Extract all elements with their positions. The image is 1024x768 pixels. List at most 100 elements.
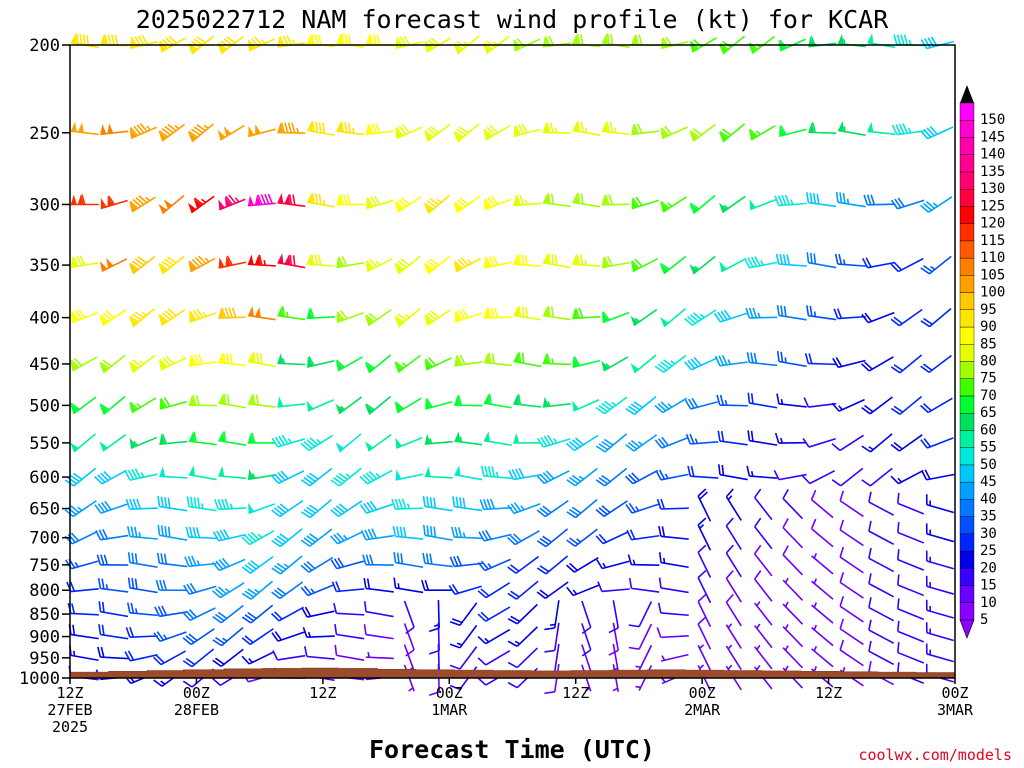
wind-barb	[697, 569, 712, 604]
terrain-fill	[69, 667, 956, 679]
wind-barb	[811, 553, 834, 575]
wind-barb	[330, 500, 363, 518]
wind-barb	[630, 257, 659, 273]
colorbar-swatch	[959, 102, 975, 121]
wind-barb	[277, 193, 306, 208]
wind-barb	[449, 602, 478, 627]
wind-barb	[422, 552, 453, 568]
wind-barb	[69, 644, 99, 662]
wind-barb	[608, 600, 620, 634]
wind-barb	[630, 354, 657, 374]
wind-barb	[394, 397, 422, 414]
wind-barb	[890, 434, 923, 452]
colorbar-swatch	[959, 568, 975, 586]
wind-barb	[839, 596, 864, 623]
colorbar-label: 65	[980, 405, 997, 421]
y-tick-label: 400	[29, 309, 60, 329]
wind-barb	[188, 195, 215, 214]
colorbar-label: 95	[980, 302, 997, 318]
wind-barb	[536, 555, 569, 575]
wind-barb	[306, 399, 334, 412]
x-tick-label: 2MAR	[684, 701, 721, 719]
y-tick-label: 800	[29, 581, 60, 601]
wind-barb	[513, 123, 542, 138]
wind-barb	[422, 496, 453, 512]
wind-barb	[595, 531, 629, 545]
wind-barb	[897, 521, 925, 544]
y-tick-label: 700	[29, 529, 60, 549]
wind-barb	[422, 524, 453, 541]
wind-barb	[477, 650, 511, 666]
wind-barb	[835, 191, 866, 208]
wind-barb	[300, 528, 333, 547]
wind-barb	[754, 644, 773, 670]
wind-barb	[806, 305, 837, 321]
colorbar-swatch	[959, 137, 975, 155]
wind-barb	[508, 467, 542, 481]
y-tick-label: 300	[29, 195, 60, 215]
wind-barb	[544, 600, 560, 631]
wind-barb	[365, 258, 393, 273]
wind-barb	[536, 528, 569, 548]
y-tick-label: 950	[29, 649, 60, 669]
wind-barb	[127, 552, 158, 568]
wind-barb	[477, 582, 511, 599]
colorbar-swatch	[959, 413, 975, 431]
colorbar-swatch	[959, 154, 975, 173]
wind-barb	[428, 600, 440, 633]
wind-barb	[897, 549, 925, 571]
wind-barb	[241, 580, 274, 600]
wind-barb	[480, 465, 512, 480]
wind-barb	[241, 555, 274, 574]
colorbar-swatch	[959, 447, 975, 466]
wind-barb	[861, 396, 893, 415]
wind-barb	[746, 352, 778, 367]
wind-barb	[890, 257, 924, 273]
wind-barb	[697, 616, 712, 650]
x-tick-label: 2025	[52, 718, 88, 736]
colorbar-swatch	[959, 188, 975, 207]
wind-barb	[507, 502, 541, 515]
wind-barb	[625, 502, 659, 514]
wind-barb	[779, 125, 807, 138]
wind-barb	[94, 469, 127, 485]
wind-barb	[97, 646, 129, 660]
wind-barb	[218, 466, 247, 480]
wind-barb	[717, 430, 748, 446]
wind-barb	[477, 558, 511, 572]
wind-barb	[306, 356, 335, 368]
y-tick-label: 750	[29, 556, 60, 576]
wind-barb	[811, 624, 834, 647]
wind-barb	[70, 255, 99, 269]
wind-barb	[863, 194, 896, 206]
wind-barb	[782, 489, 804, 520]
wind-barb	[684, 397, 719, 410]
wind-barb	[536, 499, 569, 518]
wind-barb	[628, 623, 653, 650]
wind-barb	[697, 544, 712, 578]
wind-barb	[453, 195, 481, 214]
wind-barb	[572, 254, 601, 267]
wind-barb	[128, 255, 156, 275]
wind-barb	[182, 628, 215, 646]
wind-barb	[890, 197, 925, 210]
wind-barb	[925, 523, 954, 543]
wind-barb	[513, 194, 542, 207]
wind-barb	[157, 496, 188, 512]
wind-barb	[185, 526, 217, 540]
colorbar-label: 105	[980, 267, 1005, 283]
colorbar-swatch	[959, 602, 975, 621]
colorbar-swatch	[959, 120, 975, 138]
wind-barb	[920, 354, 952, 373]
colorbar-swatch	[959, 223, 975, 242]
wind-barb	[507, 580, 539, 600]
wind-barb	[154, 605, 188, 618]
colorbar-swatch	[959, 481, 975, 500]
wind-barb	[365, 34, 394, 47]
wind-barb	[247, 254, 276, 267]
wind-barb	[831, 398, 865, 412]
wind-barb	[129, 122, 157, 140]
wind-barb	[776, 393, 807, 408]
wind-barb	[424, 123, 451, 142]
wind-barb	[542, 253, 571, 269]
